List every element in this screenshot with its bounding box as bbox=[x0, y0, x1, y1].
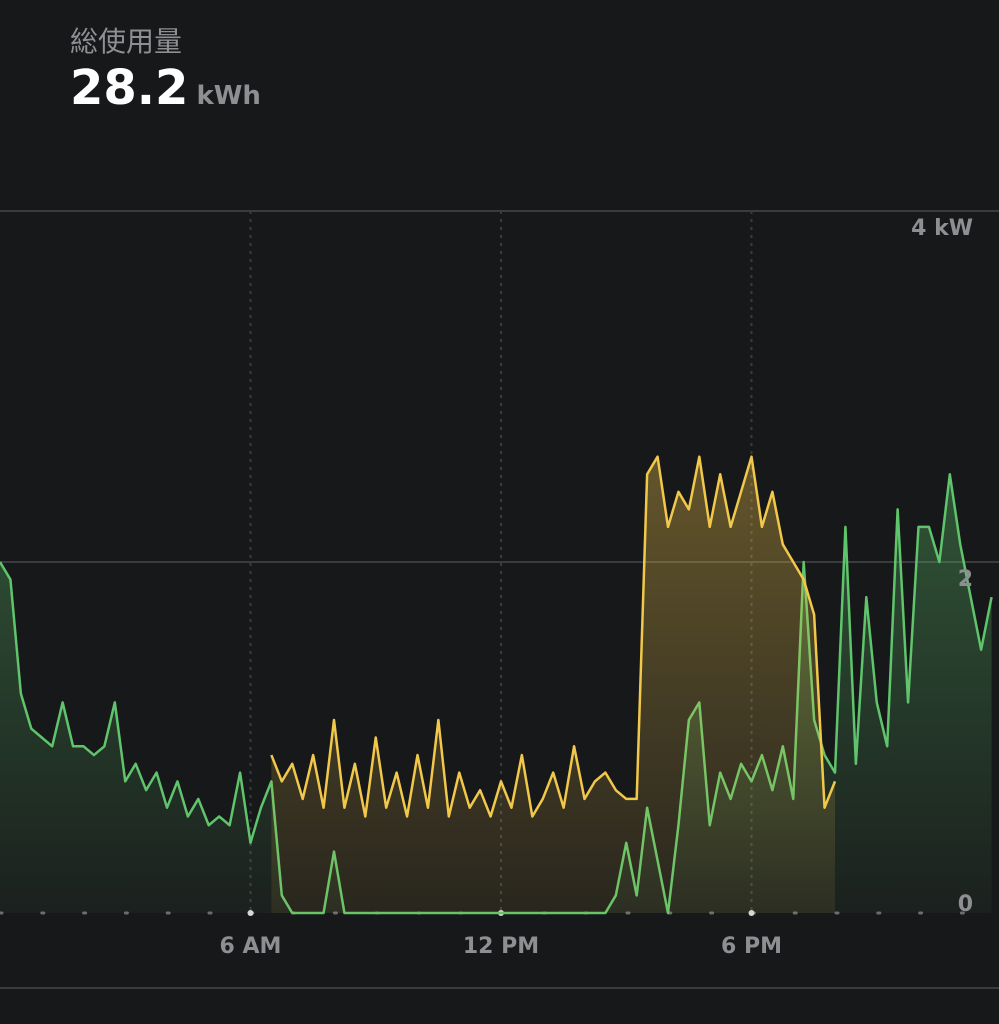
y-tick-label: 2 bbox=[958, 567, 973, 592]
header: 総使用量 28.2 kWh bbox=[70, 20, 261, 116]
y-tick-label: 4 kW bbox=[911, 216, 973, 241]
header-title: 総使用量 bbox=[70, 25, 183, 58]
line bbox=[270, 455, 837, 818]
x-tick-label: 6 PM bbox=[721, 934, 782, 959]
area-fill bbox=[271, 456, 835, 913]
total-value: 28.2 bbox=[70, 60, 189, 116]
y-tick-label: 0 bbox=[958, 892, 973, 917]
total-unit: kWh bbox=[196, 81, 261, 111]
x-tick-label: 12 PM bbox=[463, 934, 539, 959]
x-tick-label: 6 AM bbox=[220, 934, 282, 959]
